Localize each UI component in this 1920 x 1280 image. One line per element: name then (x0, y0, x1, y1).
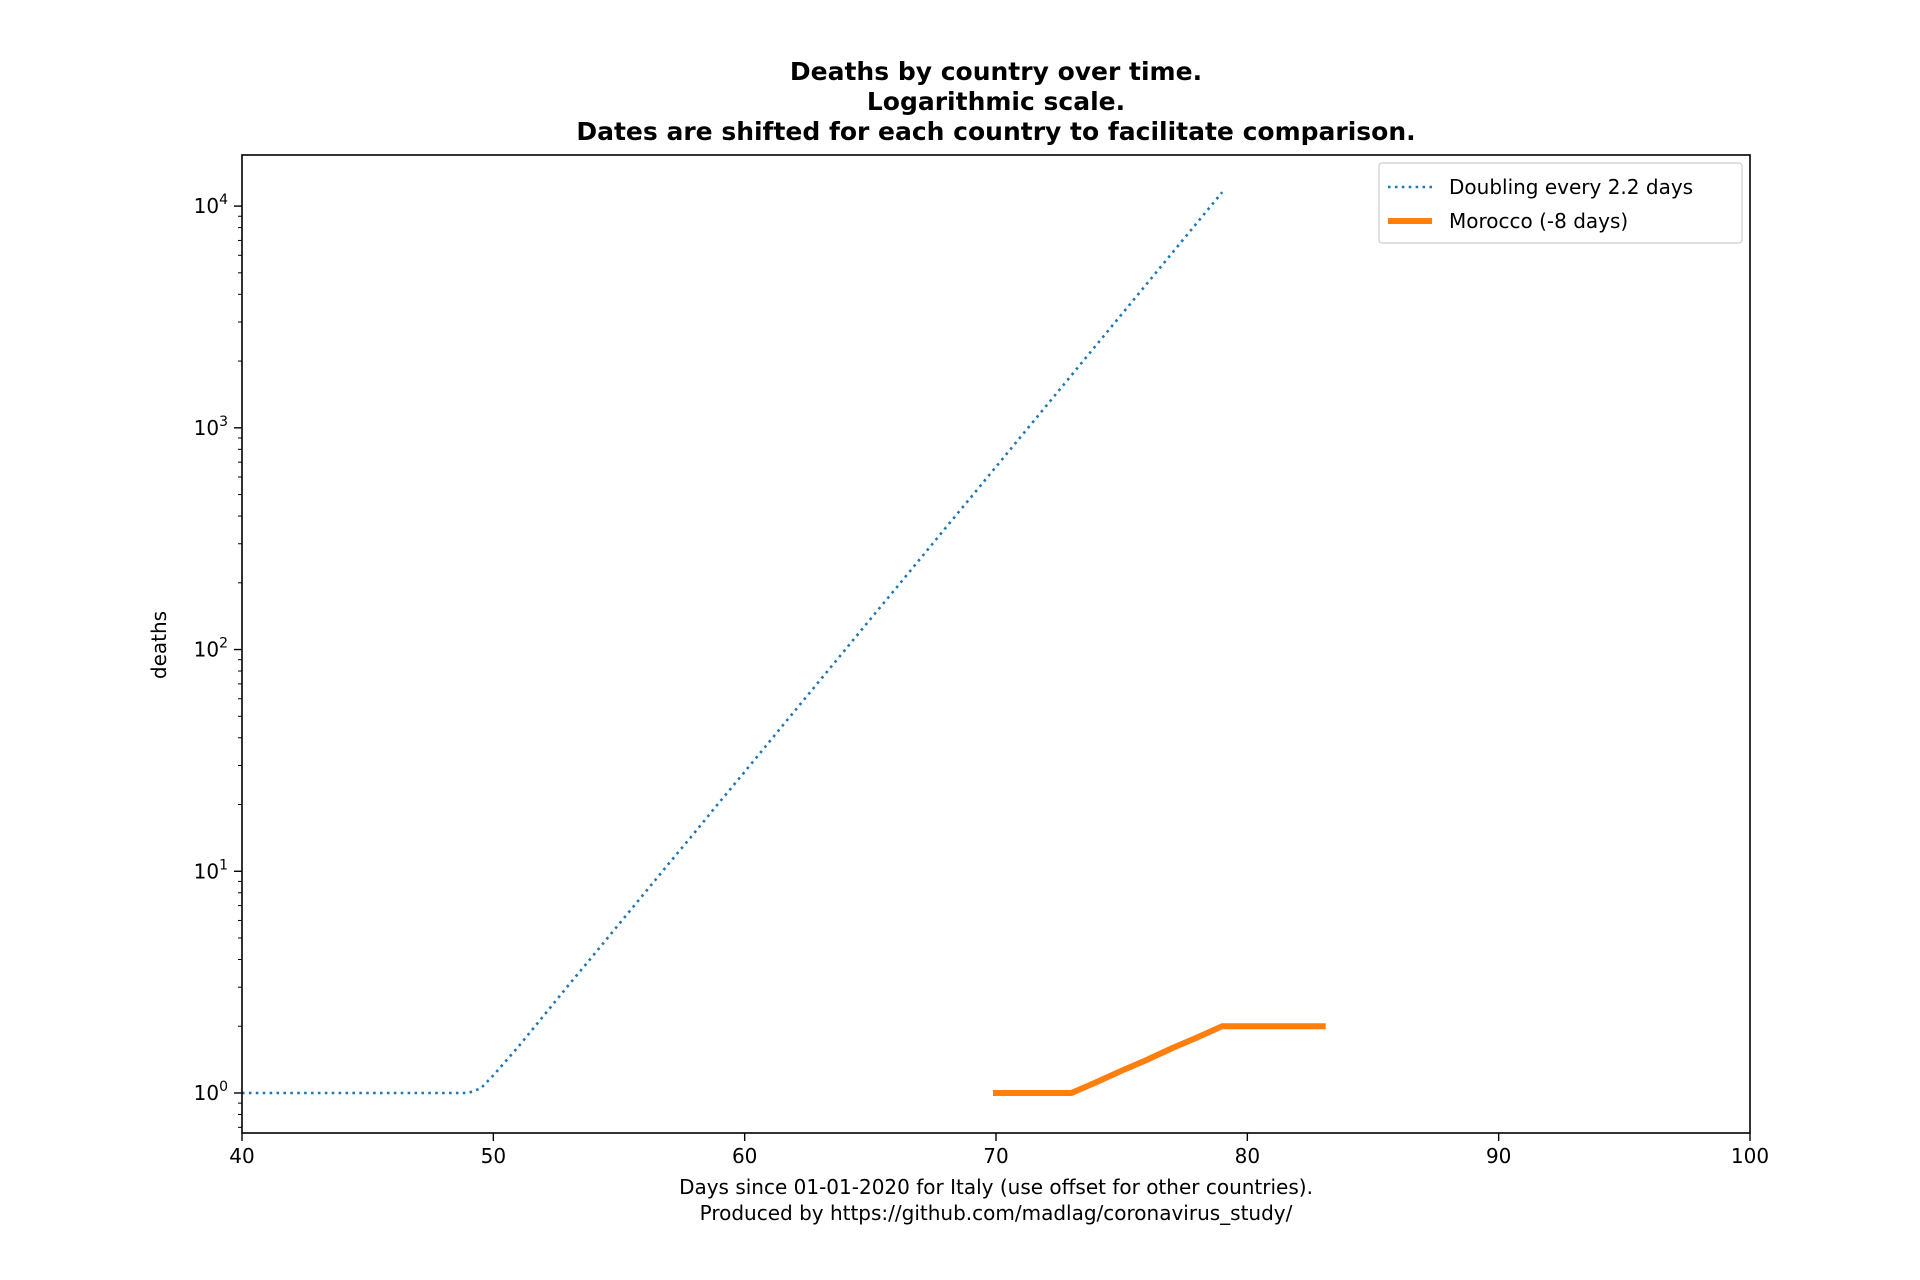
y-tick-exponent: 2 (219, 636, 228, 652)
y-tick-base: 10 (194, 416, 219, 440)
legend-label: Doubling every 2.2 days (1449, 175, 1693, 199)
y-tick-base: 10 (194, 638, 219, 662)
legend-box (1378, 162, 1743, 244)
title-line: Deaths by country over time. (790, 57, 1202, 86)
legend-label: Morocco (-8 days) (1449, 209, 1628, 233)
series-line-0 (242, 191, 1224, 1095)
y-tick-exponent: 4 (219, 192, 228, 208)
x-tick-label: 60 (732, 1144, 757, 1168)
series-line-1 (993, 1023, 1326, 1096)
y-tick-label: 100 (194, 1079, 228, 1105)
title-line: Logarithmic scale. (867, 87, 1125, 116)
y-tick-exponent: 3 (219, 414, 228, 430)
x-tick-label: 90 (1486, 1144, 1511, 1168)
x-axis-label-line: Produced by https://github.com/madlag/co… (700, 1201, 1293, 1225)
y-tick-label: 102 (194, 636, 228, 662)
axes-frame (241, 154, 1751, 1134)
plot-lines (242, 191, 1326, 1096)
y-tick-label: 101 (194, 857, 228, 883)
y-tick-label: 103 (194, 414, 228, 440)
y-tick-label: 104 (194, 192, 228, 218)
legend: Doubling every 2.2 days Morocco (-8 days) (1378, 162, 1743, 244)
x-tick-label: 50 (481, 1144, 506, 1168)
y-axis-label: deaths (147, 611, 171, 679)
x-axis: 40 50 60 70 80 90 100 (229, 1133, 1769, 1168)
y-tick-exponent: 0 (219, 1079, 228, 1095)
title-line: Dates are shifted for each country to fa… (576, 117, 1415, 146)
y-tick-base: 10 (194, 1081, 219, 1105)
x-axis-label-line: Days since 01-01-2020 for Italy (use off… (679, 1175, 1313, 1199)
y-tick-base: 10 (194, 859, 219, 883)
chart-title: Deaths by country over time.Logarithmic … (576, 57, 1415, 146)
y-tick-exponent: 1 (219, 857, 228, 873)
x-tick-label: 80 (1235, 1144, 1260, 1168)
x-tick-label: 40 (229, 1144, 254, 1168)
x-axis-label: Days since 01-01-2020 for Italy (use off… (679, 1175, 1313, 1225)
x-tick-label: 70 (983, 1144, 1008, 1168)
x-tick-label: 100 (1731, 1144, 1769, 1168)
y-tick-base: 10 (194, 194, 219, 218)
